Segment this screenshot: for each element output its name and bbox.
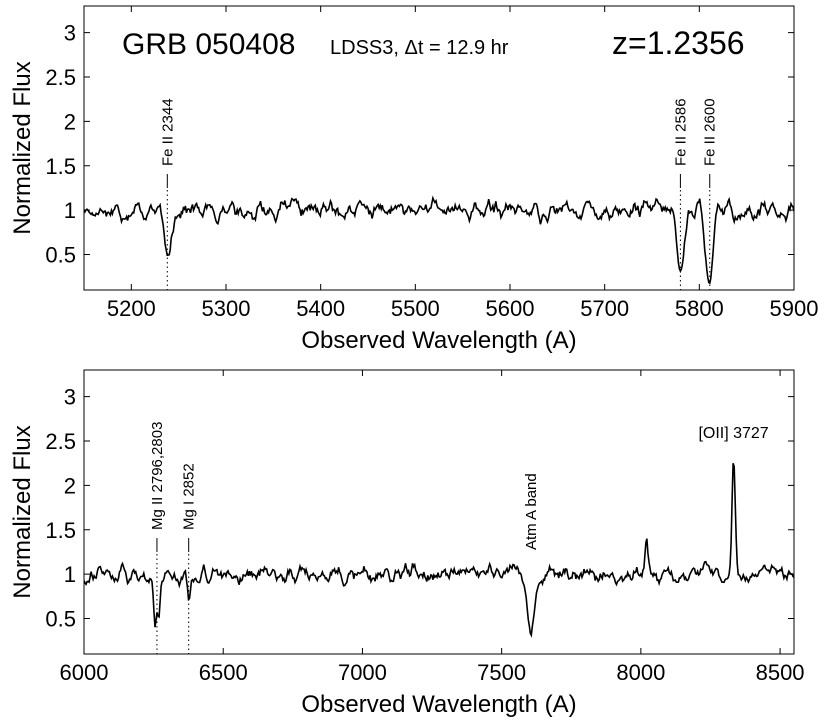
top-y-tick-label: 1.5	[45, 154, 76, 179]
bottom-y-ticks: 0.5 1 1.5 2 2.5 3	[45, 385, 794, 632]
bottom-y-tick-label: 1.5	[45, 518, 76, 543]
bottom-x-ticks: 6000 6500 7000 7500 8000 8500	[60, 370, 805, 685]
bottom-spectrum-line	[84, 463, 794, 638]
top-spectrum-line	[84, 195, 794, 285]
top-x-tick-label: 5300	[202, 296, 251, 321]
bottom-y-axis-label: Normalized Flux	[9, 425, 36, 598]
top-redshift-label: z=1.2356	[612, 25, 745, 61]
bottom-panel: Mg II 2796,2803 Mg I 2852 Atm A band [OII] …	[9, 369, 805, 718]
top-y-tick-label: 2.5	[45, 65, 76, 90]
bottom-y-tick-label: 1	[64, 562, 76, 587]
bottom-y-tick-label: 3	[64, 385, 76, 410]
top-x-tick-label: 5200	[107, 296, 156, 321]
top-plot-frame	[83, 5, 795, 291]
top-title-main: GRB 050408	[122, 28, 295, 61]
top-y-tick-label: 3	[64, 21, 76, 46]
top-x-tick-label: 5700	[580, 296, 629, 321]
top-x-tick-label: 5800	[675, 296, 724, 321]
bottom-x-tick-label: 7000	[338, 660, 387, 685]
bottom-y-tick-label: 0.5	[45, 607, 76, 632]
bottom-plot-frame	[83, 369, 795, 655]
top-title-sub: LDSS3, Δt = 12.9 hr	[330, 37, 509, 59]
bottom-x-tick-label: 6000	[60, 660, 109, 685]
top-x-axis-label: Observed Wavelength (A)	[301, 327, 576, 354]
bottom-x-axis-label: Observed Wavelength (A)	[301, 691, 576, 718]
top-annotation-label: Fe II 2344	[159, 98, 176, 166]
top-x-ticks: 5200 5300 5400 5500 5600 5700 5800 5900	[107, 6, 819, 321]
bottom-annotation-label: Mg II 2796,2803	[149, 422, 166, 530]
top-x-tick-label: 5500	[391, 296, 440, 321]
bottom-y-tick-label: 2.5	[45, 429, 76, 454]
top-y-tick-label: 2	[64, 109, 76, 134]
bottom-x-tick-label: 8500	[756, 660, 805, 685]
top-y-axis-label: Normalized Flux	[9, 61, 36, 234]
bottom-x-tick-label: 7500	[477, 660, 526, 685]
top-x-tick-label: 5900	[770, 296, 819, 321]
top-y-tick-label: 0.5	[45, 243, 76, 268]
top-annotation-label: Fe II 2586	[672, 98, 689, 166]
bottom-x-tick-label: 8000	[616, 660, 665, 685]
bottom-x-tick-label: 6500	[199, 660, 248, 685]
bottom-y-tick-label: 2	[64, 473, 76, 498]
top-y-ticks: 0.5 1 1.5 2 2.5 3	[45, 21, 794, 268]
bottom-annotation-label: [OII] 3727	[698, 425, 768, 442]
top-annotation-label: Fe II 2600	[702, 98, 719, 166]
top-x-tick-label: 5400	[296, 296, 345, 321]
top-y-tick-label: 1	[64, 198, 76, 223]
bottom-annotation-label: Mg I 2852	[181, 463, 198, 530]
top-x-tick-label: 5600	[486, 296, 535, 321]
bottom-annotations: Mg II 2796,2803 Mg I 2852 Atm A band [OII] …	[149, 422, 769, 654]
top-annotations: Fe II 2344 Fe II 2586 Fe II 2600	[159, 98, 719, 290]
top-panel: Fe II 2344 Fe II 2586 Fe II 2600 5200 5300 5…	[9, 5, 819, 354]
bottom-annotation-label: Atm A band	[523, 473, 540, 550]
